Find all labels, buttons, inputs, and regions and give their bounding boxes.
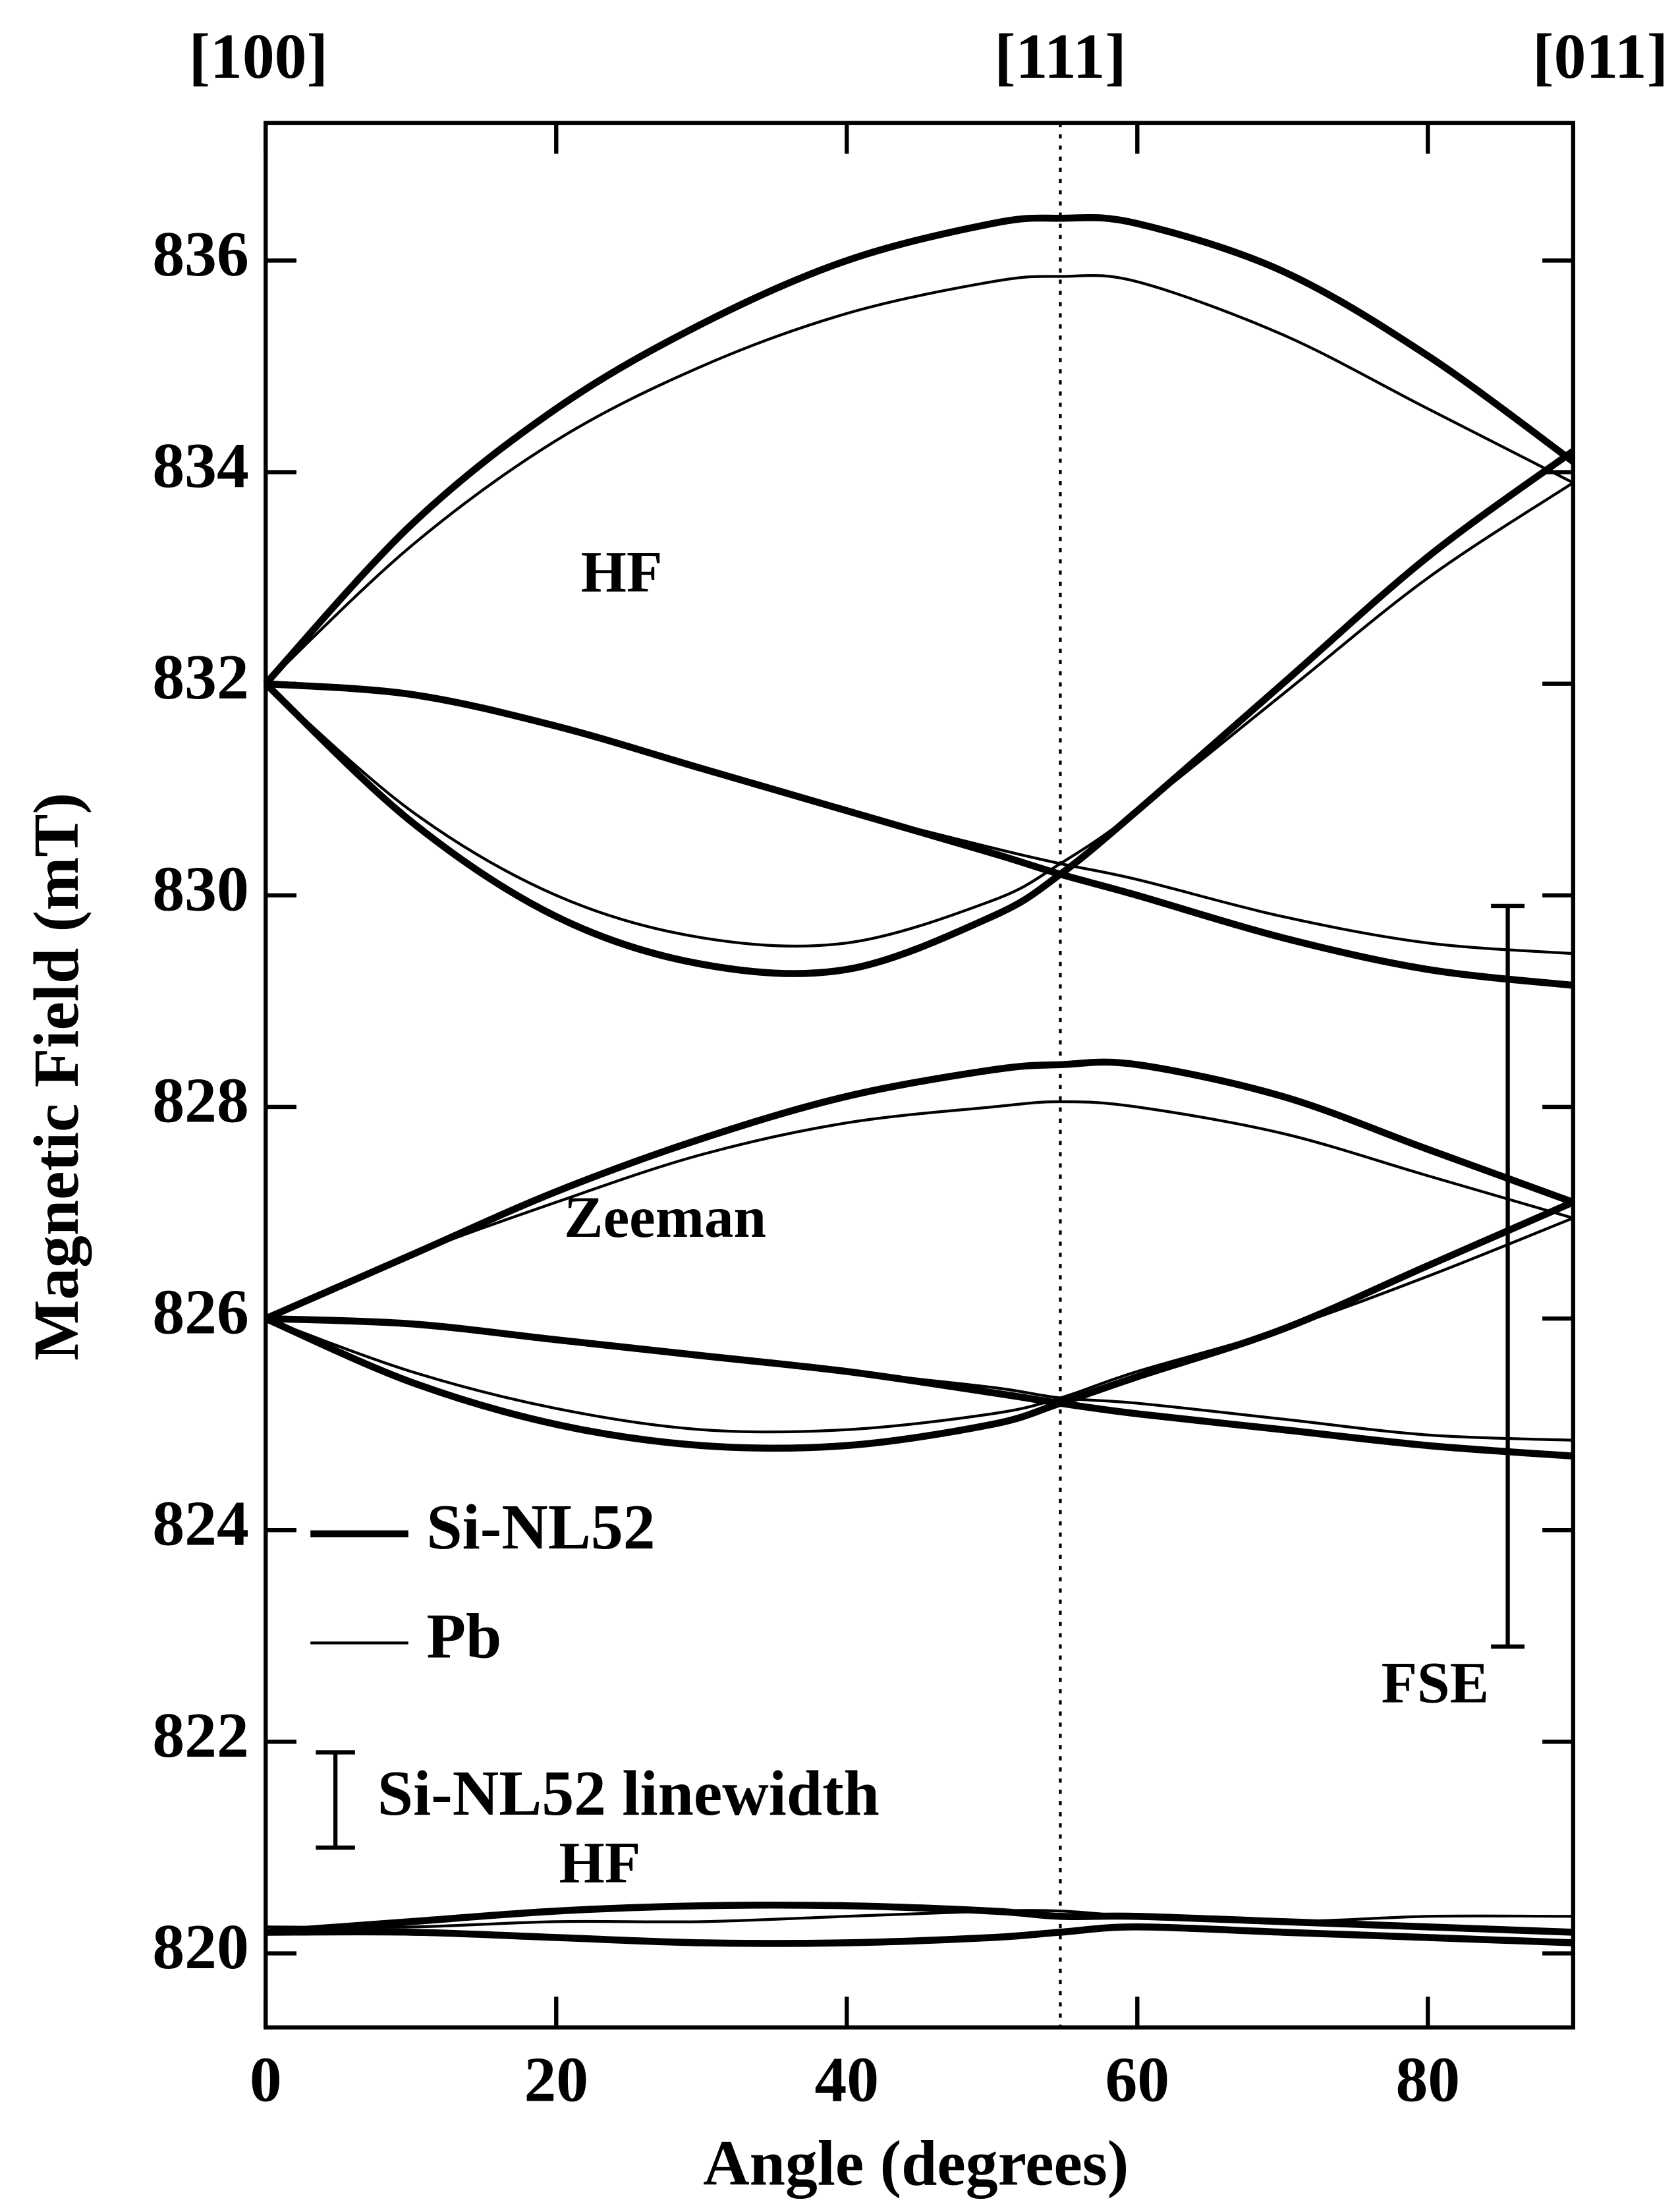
- line-series: [265, 1901, 1574, 1936]
- linewidth-label: Si-NL52 linewidth: [378, 1758, 880, 1829]
- annotation: Zeeman: [564, 1185, 766, 1250]
- line-series: [266, 1923, 1574, 1947]
- y-tick-label: 836: [152, 219, 248, 290]
- annotation: HF: [581, 540, 663, 605]
- line-series: [265, 1100, 1574, 1320]
- line-series: [266, 682, 1573, 955]
- plot-frame: [264, 121, 1575, 2030]
- line-series: [263, 213, 1575, 687]
- line-series: [266, 1317, 1573, 1442]
- x-tick-label: 40: [814, 2044, 879, 2115]
- x-tick-label: 0: [250, 2044, 282, 2115]
- line-series: [264, 1199, 1575, 1452]
- x-tick-label: 20: [524, 2044, 588, 2115]
- line-series: [266, 1909, 1573, 1929]
- y-tick-label: 826: [152, 1277, 248, 1348]
- legend-label: Pb: [426, 1601, 501, 1672]
- annotation: HF: [559, 1831, 641, 1896]
- y-axis-label: Magnetic Field (mT): [21, 793, 92, 1361]
- line-series: [264, 481, 1574, 948]
- y-tick-label: 828: [152, 1065, 248, 1136]
- line-series: [265, 680, 1574, 989]
- legend-label: Si-NL52: [426, 1492, 655, 1563]
- line-series: [264, 1058, 1575, 1322]
- x-tick-label: 60: [1105, 2044, 1169, 2115]
- line-series: [263, 448, 1575, 977]
- y-tick-label: 834: [152, 430, 248, 501]
- line-series: [264, 273, 1574, 685]
- annotation: FSE: [1382, 1651, 1489, 1716]
- direction-label: [111]: [994, 21, 1127, 92]
- y-tick-label: 832: [152, 642, 248, 713]
- direction-label: [100]: [189, 21, 328, 92]
- direction-label: [011]: [1532, 21, 1668, 92]
- x-tick-label: 80: [1395, 2044, 1460, 2115]
- y-tick-label: 822: [152, 1700, 248, 1771]
- y-tick-label: 824: [152, 1489, 248, 1560]
- y-tick-label: 830: [152, 853, 248, 924]
- x-axis-label: Angle (degrees): [703, 2128, 1129, 2199]
- line-series: [265, 1216, 1574, 1434]
- y-tick-label: 820: [152, 1912, 248, 1983]
